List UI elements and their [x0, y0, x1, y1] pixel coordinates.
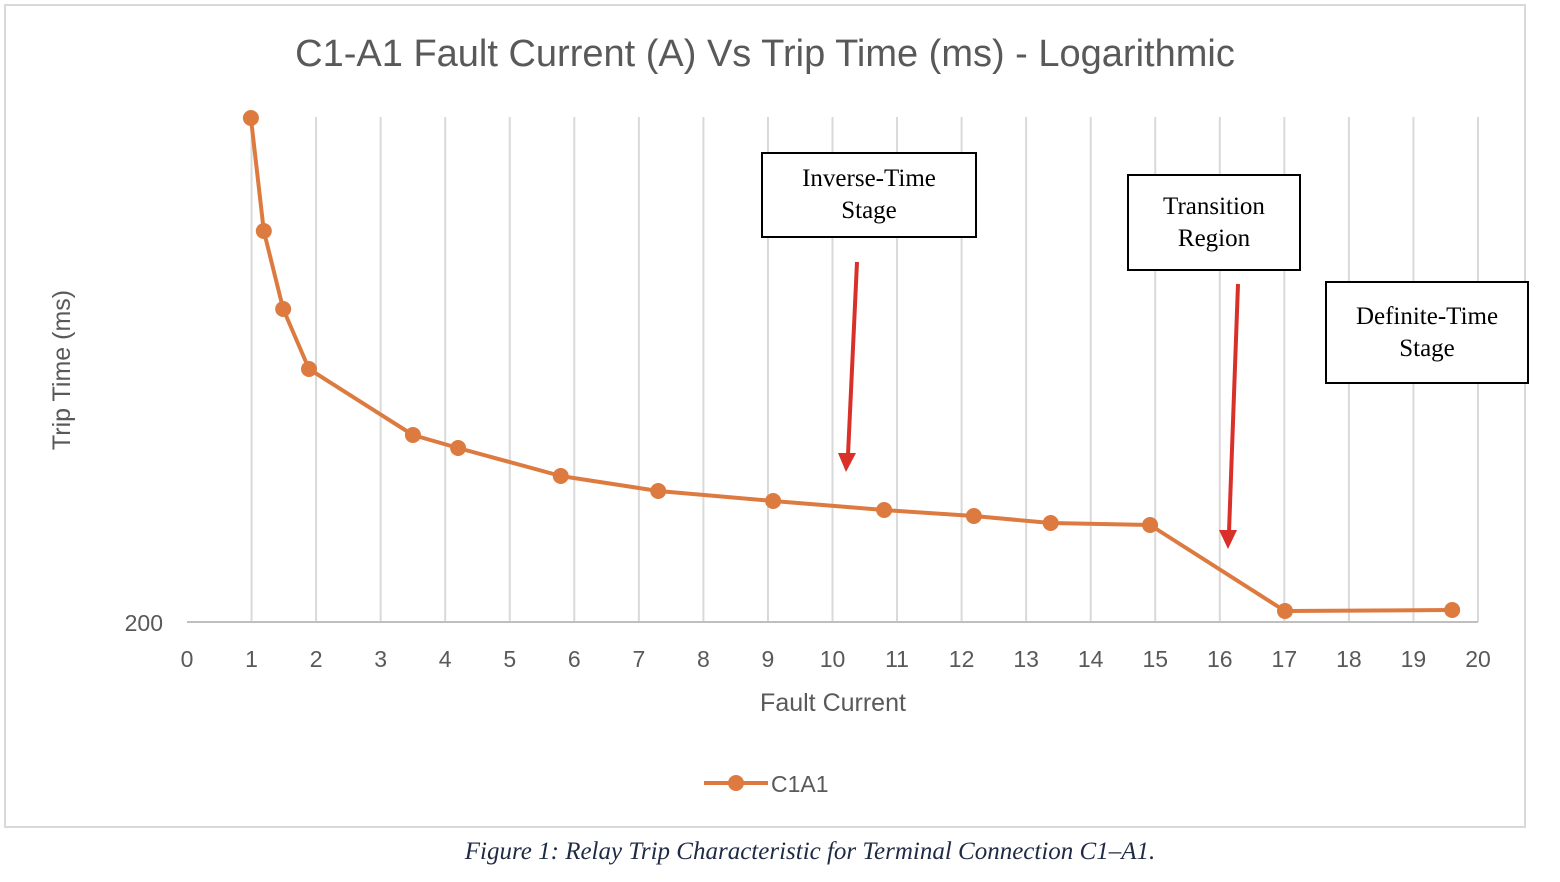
x-tick-label: 14: [1078, 646, 1104, 672]
x-tick-label: 5: [503, 646, 516, 672]
x-tick-label: 8: [697, 646, 710, 672]
legend-marker-icon: [728, 775, 744, 791]
data-point-marker: [650, 483, 667, 499]
annotation-line: Inverse-Time: [802, 165, 936, 192]
x-tick-label: 20: [1465, 646, 1491, 672]
data-point-marker: [1444, 602, 1461, 618]
figure-caption: Figure 1: Relay Trip Characteristic for …: [464, 838, 1156, 865]
x-tick-label: 18: [1336, 646, 1362, 672]
x-tick-label: 0: [181, 646, 194, 672]
x-tick-label: 16: [1207, 646, 1233, 672]
x-tick-label: 17: [1272, 646, 1298, 672]
x-tick-label: 9: [762, 646, 775, 672]
data-point-marker: [404, 427, 421, 443]
x-tick-label: 13: [1013, 646, 1039, 672]
chart-frame: [4, 4, 1526, 828]
x-tick-label: 3: [374, 646, 387, 672]
x-tick-label: 2: [310, 646, 323, 672]
y-axis-label: Trip Time (ms): [48, 290, 76, 450]
chart-title: C1-A1 Fault Current (A) Vs Trip Time (ms…: [295, 33, 1235, 75]
annotation-line: Region: [1177, 224, 1251, 252]
data-point-marker: [1042, 515, 1059, 531]
annotation-definite-time: Definite-Time Stage: [1325, 281, 1529, 384]
annotation-line: Stage: [841, 197, 897, 224]
annotation-transition: Transition Region: [1127, 174, 1301, 271]
annotation-inverse-time: Inverse-Time Stage: [761, 152, 977, 238]
x-tick-label: 10: [820, 646, 846, 672]
annotation-line: Stage: [1399, 334, 1455, 362]
x-tick-label: 12: [949, 646, 975, 672]
x-axis-label: Fault Current: [760, 689, 906, 717]
data-point-marker: [1276, 603, 1293, 619]
legend-label: C1A1: [771, 771, 829, 797]
data-point-marker: [765, 493, 782, 509]
x-tick-label: 1: [245, 646, 258, 672]
x-tick-label: 4: [439, 646, 452, 672]
arrow-transition: [1219, 283, 1240, 549]
x-tick-label: 7: [632, 646, 645, 672]
y-tick-label: 200: [125, 610, 163, 636]
arrow-inverse-time: [838, 261, 859, 472]
data-point-marker: [255, 223, 272, 239]
data-point-marker: [552, 468, 569, 484]
annotation-line: Transition: [1163, 192, 1265, 220]
x-tick-label: 11: [885, 646, 909, 672]
data-point-marker: [876, 502, 893, 518]
series-c1a1: [242, 110, 1461, 619]
data-point-marker: [965, 508, 982, 524]
x-tick-labels: 0 1 2 3 4 5 6 7 8 9 10 11 12 13 14 15 16 17 18 19 20: [181, 646, 1491, 672]
x-tick-label: 19: [1401, 646, 1427, 672]
data-point-marker: [450, 440, 467, 456]
data-point-marker: [300, 361, 317, 377]
data-point-marker: [242, 110, 259, 126]
legend: C1A1: [704, 771, 829, 797]
data-point-marker: [275, 301, 292, 317]
annotation-line: Definite-Time: [1355, 302, 1499, 330]
x-tick-label: 6: [568, 646, 581, 672]
x-tick-label: 15: [1142, 646, 1168, 672]
data-point-marker: [1142, 517, 1159, 533]
